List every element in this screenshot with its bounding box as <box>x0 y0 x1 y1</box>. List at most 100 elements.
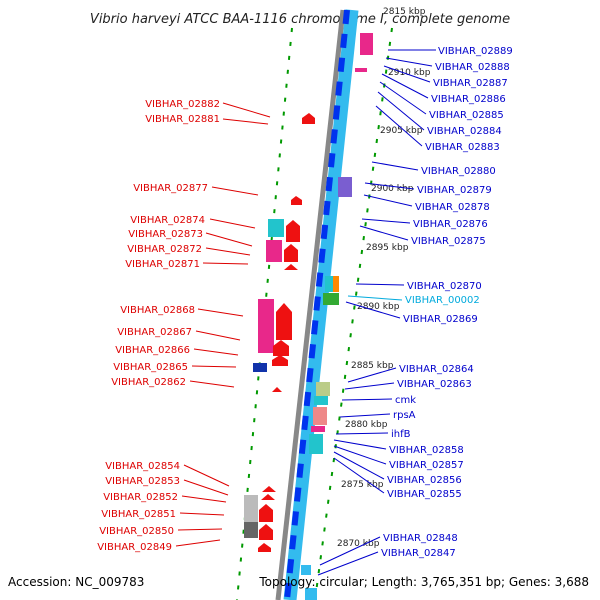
kbp-marker: 2875 kbp <box>341 480 384 490</box>
forward-arrow <box>284 244 298 262</box>
kbp-marker: 2895 kbp <box>366 243 409 253</box>
gene-label: VIBHAR_02857 <box>389 460 464 471</box>
gene-label: VIBHAR_02851 <box>101 509 176 520</box>
leader-line <box>193 348 239 356</box>
gene-features <box>244 33 373 600</box>
gene-label: VIBHAR_02881 <box>145 114 220 125</box>
leader-line <box>191 365 237 368</box>
feature-block <box>301 565 311 575</box>
leader-line <box>381 73 429 99</box>
forward-arrow <box>291 196 302 205</box>
feature-block <box>360 33 373 55</box>
gene-label: VIBHAR_02849 <box>97 542 172 553</box>
kbp-markers: 2815 kbp 2910 kbp 2905 kbp 2900 kbp 2895… <box>337 7 431 549</box>
leader-line <box>385 57 433 67</box>
kbp-marker: 2905 kbp <box>380 126 423 136</box>
forward-arrow <box>259 504 273 522</box>
gene-label: VIBHAR_02853 <box>105 476 180 487</box>
gene-label: VIBHAR_02879 <box>417 185 492 196</box>
forward-arrow <box>261 494 275 500</box>
gene-label: VIBHAR_02869 <box>403 314 478 325</box>
leader-line <box>383 65 431 83</box>
leader-line <box>319 536 381 566</box>
leader-line <box>211 186 259 196</box>
leader-line <box>347 367 397 383</box>
leader-line <box>345 301 401 319</box>
backbone-gray-axis <box>275 9 346 600</box>
gene-label: VIBHAR_02855 <box>387 489 462 500</box>
feature-block <box>253 363 267 372</box>
gene-label: VIBHAR_02850 <box>99 526 174 537</box>
feature-block <box>333 276 339 292</box>
gene-label: VIBHAR_02873 <box>128 229 203 240</box>
forward-arrow <box>259 524 273 540</box>
leader-line <box>177 528 223 531</box>
gene-label: VIBHAR_02863 <box>397 379 472 390</box>
leader-line <box>333 439 387 450</box>
leader-line <box>364 182 415 190</box>
kbp-marker: 2880 kbp <box>345 420 388 430</box>
forward-arrow <box>302 113 315 124</box>
gene-label: VIBHAR_02847 <box>381 548 456 559</box>
leader-line <box>205 232 253 247</box>
leader-line <box>344 382 395 390</box>
leader-line <box>379 81 427 115</box>
right-gene-labels: VIBHAR_02889 VIBHAR_02888 VIBHAR_02887 V… <box>381 46 513 559</box>
gene-label-highlighted: VIBHAR_00002 <box>405 295 480 306</box>
leader-line <box>363 194 413 207</box>
leader-line <box>175 539 221 547</box>
leader-line <box>195 330 241 341</box>
right-leader-lines <box>317 49 436 576</box>
leader-line <box>222 102 271 118</box>
feature-block <box>268 219 284 237</box>
kbp-marker: 2890 kbp <box>357 302 400 312</box>
kbp-marker: 2870 kbp <box>337 539 380 549</box>
leader-line <box>197 308 244 317</box>
leader-line <box>355 283 405 286</box>
leader-line <box>333 451 385 480</box>
accession-label: Accession: NC_009783 <box>8 575 144 589</box>
leader-line <box>205 247 251 256</box>
chromosome-backbone <box>275 9 359 600</box>
gene-label: rpsA <box>393 410 416 421</box>
feature-block <box>311 426 325 432</box>
leader-line <box>341 398 393 401</box>
leader-line <box>333 457 385 494</box>
gene-label: VIBHAR_02887 <box>433 78 508 89</box>
leader-line <box>209 218 256 229</box>
gene-label: VIBHAR_02870 <box>407 281 482 292</box>
kbp-marker: 2815 kbp <box>383 7 426 17</box>
gene-label: VIBHAR_02880 <box>421 166 496 177</box>
feature-block <box>266 240 282 262</box>
forward-arrow <box>284 264 298 270</box>
leader-line <box>181 495 227 503</box>
leader-line <box>347 295 403 301</box>
feature-block <box>323 293 339 305</box>
leader-line <box>371 161 419 171</box>
gene-label: VIBHAR_02852 <box>103 492 178 503</box>
feature-block <box>313 407 327 425</box>
gene-label: VIBHAR_02875 <box>411 236 486 247</box>
kbp-marker: 2910 kbp <box>388 68 431 78</box>
backbone-light-blue <box>283 9 359 600</box>
gene-label: VIBHAR_02864 <box>399 364 474 375</box>
gene-label: VIBHAR_02868 <box>120 305 195 316</box>
gene-label: VIBHAR_02848 <box>383 533 458 544</box>
feature-block <box>325 276 333 292</box>
forward-arrow <box>258 543 271 552</box>
left-leader-lines <box>175 102 271 547</box>
gene-label: VIBHAR_02858 <box>389 445 464 456</box>
gene-label: VIBHAR_02886 <box>431 94 506 105</box>
gene-label: VIBHAR_02866 <box>115 345 190 356</box>
gene-label: VIBHAR_02876 <box>413 219 488 230</box>
feature-block <box>355 68 367 72</box>
gene-label: VIBHAR_02872 <box>127 244 202 255</box>
forward-arrow <box>272 355 288 366</box>
gene-label: VIBHAR_02867 <box>117 327 192 338</box>
forward-arrow <box>286 220 300 242</box>
gene-label: VIBHAR_02874 <box>130 215 205 226</box>
kbp-marker: 2900 kbp <box>371 184 414 194</box>
gene-label: VIBHAR_02883 <box>425 142 500 153</box>
